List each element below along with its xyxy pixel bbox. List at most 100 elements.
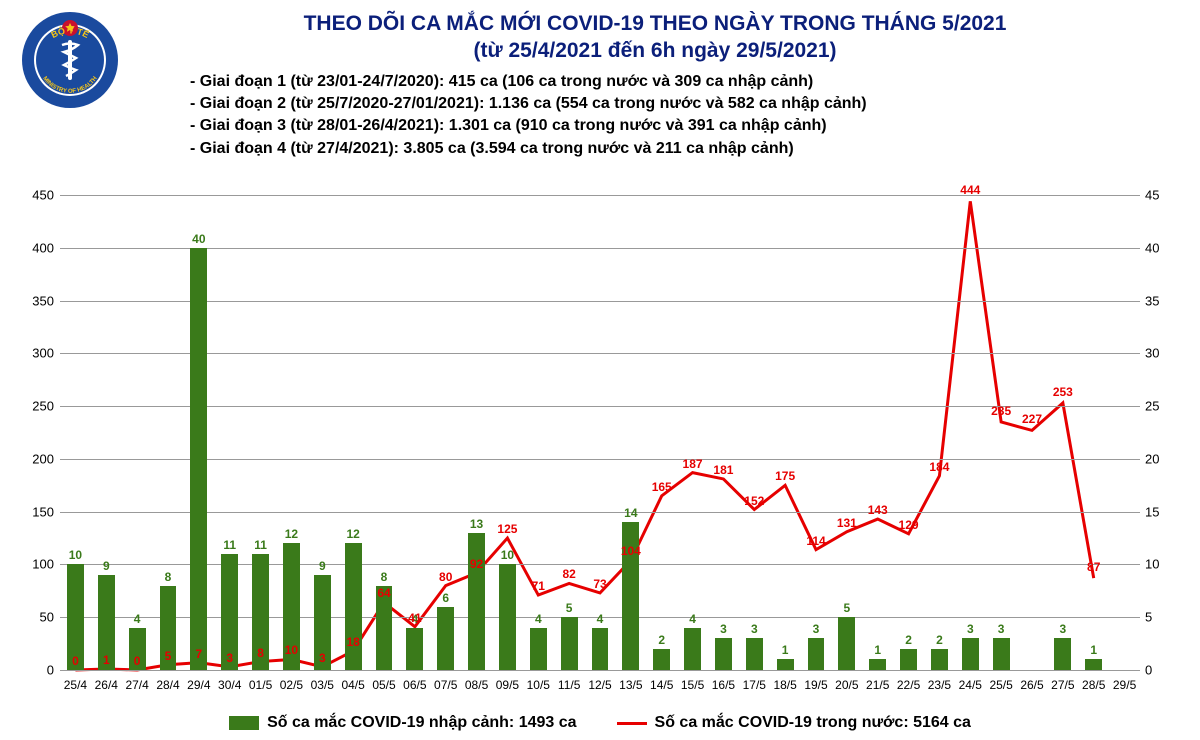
x-tick: 01/5: [249, 678, 272, 692]
line-label: 0: [134, 654, 141, 668]
legend-item-line: Số ca mắc COVID-19 trong nước: 5164 ca: [617, 714, 971, 732]
line-label: 1: [103, 653, 110, 667]
bar: [406, 628, 423, 670]
subtitle-line: - Giai đoạn 2 (từ 25/7/2020-27/01/2021):…: [190, 93, 1180, 115]
bar-label: 3: [1060, 622, 1067, 636]
y-left-tick: 100: [22, 557, 54, 572]
x-tick: 06/5: [403, 678, 426, 692]
y-right-tick: 15: [1145, 504, 1175, 519]
subtitle-lines: - Giai đoạn 1 (từ 23/01-24/7/2020): 415 …: [130, 71, 1180, 161]
x-tick: 07/5: [434, 678, 457, 692]
bar-label: 4: [134, 612, 141, 626]
ministry-logo: BỘ Y TẾ MINISTRY OF HEALTH: [20, 10, 120, 110]
x-tick: 24/5: [959, 678, 982, 692]
line-label: 181: [713, 463, 733, 477]
bar-label: 1: [1090, 643, 1097, 657]
x-tick: 30/4: [218, 678, 241, 692]
chart-container: BỘ Y TẾ MINISTRY OF HEALTH THEO DÕI CA M…: [0, 0, 1200, 740]
bar-label: 10: [501, 548, 514, 562]
x-tick: 26/5: [1020, 678, 1043, 692]
bar-label: 13: [470, 517, 483, 531]
x-tick: 22/5: [897, 678, 920, 692]
title-line-2: (từ 25/4/2021 đến 6h ngày 29/5/2021): [130, 37, 1180, 64]
y-left-tick: 400: [22, 240, 54, 255]
bar: [808, 638, 825, 670]
line-label: 165: [652, 480, 672, 494]
line-label: 444: [960, 183, 980, 197]
legend-line-swatch: [617, 722, 647, 725]
bar-label: 14: [624, 506, 637, 520]
bar: [1054, 638, 1071, 670]
bar-label: 10: [69, 548, 82, 562]
title-line-1: THEO DÕI CA MẮC MỚI COVID-19 THEO NGÀY T…: [130, 10, 1180, 37]
line-label: 184: [929, 460, 949, 474]
x-tick: 04/5: [341, 678, 364, 692]
line-label: 92: [470, 557, 483, 571]
bar-label: 2: [936, 633, 943, 647]
grid-line: [60, 459, 1140, 460]
bar: [746, 638, 763, 670]
y-left-tick: 200: [22, 451, 54, 466]
bar-label: 8: [165, 570, 172, 584]
bar-label: 1: [782, 643, 789, 657]
line-label: 104: [621, 544, 641, 558]
x-tick: 23/5: [928, 678, 951, 692]
grid-line: [60, 301, 1140, 302]
line-label: 8: [257, 646, 264, 660]
line-label: 253: [1053, 385, 1073, 399]
bar: [530, 628, 547, 670]
bar: [838, 617, 855, 670]
line-label: 73: [593, 577, 606, 591]
x-tick: 15/5: [681, 678, 704, 692]
bar-label: 11: [254, 538, 267, 552]
x-tick: 09/5: [496, 678, 519, 692]
line-label: 235: [991, 404, 1011, 418]
bar: [653, 649, 670, 670]
bar: [931, 649, 948, 670]
y-right-tick: 35: [1145, 293, 1175, 308]
x-tick: 10/5: [527, 678, 550, 692]
legend-bar-label: Số ca mắc COVID-19 nhập cảnh: 1493 ca: [267, 714, 576, 732]
line-label: 41: [408, 611, 421, 625]
line-label: 187: [683, 457, 703, 471]
line-label: 80: [439, 570, 452, 584]
line-label: 125: [497, 522, 517, 536]
bar: [499, 564, 516, 670]
bar: [684, 628, 701, 670]
x-tick: 03/5: [311, 678, 334, 692]
x-tick: 19/5: [804, 678, 827, 692]
y-right-tick: 5: [1145, 610, 1175, 625]
x-tick: 21/5: [866, 678, 889, 692]
legend-bar-swatch: [229, 716, 259, 730]
subtitle-line: - Giai đoạn 3 (từ 28/01-26/4/2021): 1.30…: [190, 115, 1180, 137]
header: BỘ Y TẾ MINISTRY OF HEALTH THEO DÕI CA M…: [0, 0, 1200, 160]
y-left-tick: 0: [22, 663, 54, 678]
y-right-tick: 20: [1145, 451, 1175, 466]
bar: [869, 659, 886, 670]
line-label: 3: [319, 651, 326, 665]
y-right-tick: 40: [1145, 240, 1175, 255]
line-label: 143: [868, 503, 888, 517]
x-tick: 08/5: [465, 678, 488, 692]
bar-label: 3: [998, 622, 1005, 636]
y-right-tick: 10: [1145, 557, 1175, 572]
grid-line: [60, 670, 1140, 671]
y-left-tick: 300: [22, 346, 54, 361]
line-label: 3: [226, 651, 233, 665]
line-label: 71: [532, 579, 545, 593]
bar: [715, 638, 732, 670]
bar-label: 3: [967, 622, 974, 636]
x-tick: 25/4: [64, 678, 87, 692]
bar-label: 40: [192, 232, 205, 246]
bar: [900, 649, 917, 670]
bar-label: 5: [566, 601, 573, 615]
line-label: 175: [775, 469, 795, 483]
grid-line: [60, 406, 1140, 407]
x-tick: 17/5: [743, 678, 766, 692]
bar-label: 9: [319, 559, 326, 573]
bar-label: 6: [442, 591, 449, 605]
bar-label: 3: [720, 622, 727, 636]
grid-line: [60, 248, 1140, 249]
subtitle-line: - Giai đoạn 4 (từ 27/4/2021): 3.805 ca (…: [190, 138, 1180, 160]
x-tick: 12/5: [588, 678, 611, 692]
